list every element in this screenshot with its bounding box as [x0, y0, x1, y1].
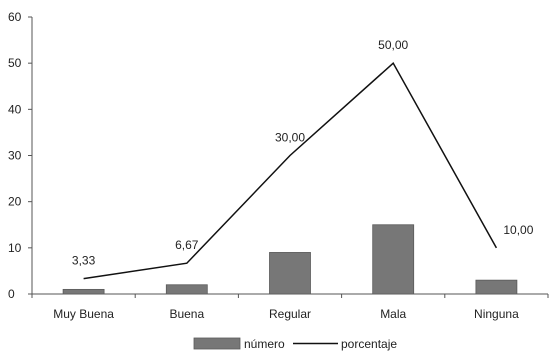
x-tick-label: Ninguna	[474, 307, 519, 321]
line-series-porcentaje	[83, 61, 498, 280]
legend-swatch-numero	[193, 337, 241, 350]
y-tick-label: 50	[8, 56, 22, 70]
y-tick-label: 10	[8, 241, 22, 255]
bar-0	[62, 288, 105, 295]
series-line-porcentaje	[83, 61, 498, 280]
bar-4	[475, 279, 518, 295]
x-tick-label: Buena	[169, 307, 204, 321]
data-label-2: 30,00	[275, 131, 305, 145]
x-tick-label: Muy Buena	[53, 307, 114, 321]
bar-series-numero	[62, 224, 518, 295]
x-tick-label: Mala	[380, 307, 406, 321]
bar-1	[165, 284, 208, 295]
data-label-3: 50,00	[378, 38, 408, 52]
data-labels: 3,33 6,67 30,00 50,00 10,00	[72, 38, 534, 267]
y-tick-label: 40	[8, 102, 22, 116]
y-tick-label: 30	[8, 149, 22, 163]
bar-2	[269, 252, 311, 295]
data-label-4: 10,00	[503, 223, 533, 237]
x-tick-label: Regular	[269, 307, 311, 321]
data-label-0: 3,33	[72, 254, 96, 268]
y-tick-label: 0	[8, 287, 15, 301]
data-label-1: 6,67	[175, 238, 199, 252]
legend: número porcentaje	[193, 337, 397, 351]
legend-label-numero: número	[244, 337, 285, 351]
legend-label-porcentaje: porcentaje	[341, 337, 397, 351]
y-tick-label: 60	[8, 10, 22, 24]
y-axis-ticks: 0 10 20 30 40 50 60	[8, 10, 32, 301]
y-tick-label: 20	[8, 195, 22, 209]
x-axis-ticks: Muy Buena Buena Regular Mala Ninguna	[31, 294, 549, 321]
bar-3	[372, 224, 415, 295]
